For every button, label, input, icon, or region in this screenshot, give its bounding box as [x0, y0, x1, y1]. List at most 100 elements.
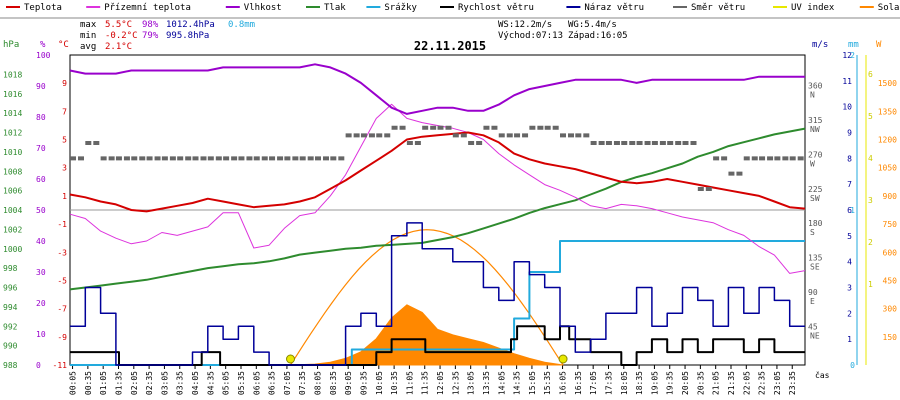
x-tick-32: 16:05 [559, 371, 568, 395]
stat-sunset: Západ:16:05 [568, 31, 628, 41]
x-tick-5: 02:35 [145, 371, 154, 395]
legend-label-2: Vlhkost [244, 3, 282, 13]
hpa-tick-10: 998 [3, 264, 18, 273]
dir-tick-1: 315 [808, 116, 823, 125]
w-tick-8: 300 [883, 305, 898, 314]
dir-tick-label-2: W [810, 159, 815, 168]
legend-label-1: Přízemní teplota [104, 3, 191, 13]
hpa-tick-2: 1014 [3, 109, 22, 118]
x-tick-47: 23:35 [788, 371, 797, 395]
stat-min-press: 995.8hPa [166, 31, 209, 41]
x-tick-8: 04:05 [191, 371, 200, 395]
stat-wg: WG:5.4m/s [568, 20, 617, 30]
stat-ws: WS:12.2m/s [498, 20, 552, 30]
w-tick-0: 1500 [878, 79, 897, 88]
dir-tick-label-7: NE [810, 332, 820, 341]
stat-rain: 0.8mm [228, 20, 255, 30]
x-tick-6: 03:05 [160, 371, 169, 395]
sunset-marker [558, 354, 568, 364]
w-tick-3: 1050 [878, 164, 897, 173]
pct-tick-4: 60 [36, 175, 46, 184]
hpa-tick-14: 990 [3, 342, 18, 351]
hpa-tick-11: 996 [3, 284, 18, 293]
legend-label-0: Teplota [24, 3, 62, 13]
temp-tick-10: -11 [53, 361, 68, 370]
pct-tick-9: 10 [36, 330, 46, 339]
dir-tick-6: 90 [808, 288, 818, 297]
x-tick-23: 11:35 [421, 371, 430, 395]
series-teplota [69, 131, 806, 213]
dir-tick-label-3: SW [810, 194, 820, 203]
x-tick-10: 05:05 [222, 371, 231, 395]
uv-tick-1: 5 [868, 112, 873, 121]
dir-tick-label-6: E [810, 297, 815, 306]
w-tick-6: 600 [883, 248, 898, 257]
uv-tick-4: 2 [868, 238, 873, 247]
legend-label-4: Srážky [384, 3, 417, 13]
dir-tick-label-0: N [810, 90, 815, 99]
x-tick-3: 01:35 [114, 371, 123, 395]
x-tick-2: 01:05 [99, 371, 108, 395]
x-tick-29: 14:35 [513, 371, 522, 395]
x-tick-25: 12:35 [451, 371, 460, 395]
ms-tick-4: 8 [847, 154, 852, 163]
x-tick-36: 18:05 [620, 371, 629, 395]
x-tick-27: 13:35 [482, 371, 491, 395]
dir-tick-3: 225 [808, 185, 823, 194]
legend-label-7: Směr větru [691, 3, 745, 13]
x-tick-16: 08:05 [314, 371, 323, 395]
dir-tick-label-1: NW [810, 125, 820, 134]
ms-tick-2: 10 [842, 103, 852, 112]
pct-tick-10: 0 [36, 361, 41, 370]
w-tick-9: 150 [883, 333, 898, 342]
x-tick-37: 18:35 [635, 371, 644, 395]
axis-ms-unit: m/s [812, 40, 828, 50]
w-tick-1: 1350 [878, 107, 897, 116]
x-tick-38: 19:05 [650, 371, 659, 395]
x-tick-33: 16:35 [574, 371, 583, 395]
hpa-tick-4: 1010 [3, 148, 22, 157]
hpa-tick-5: 1008 [3, 167, 22, 176]
temp-tick-0: 9 [62, 79, 67, 88]
series-rychlost-vetru [70, 325, 805, 366]
w-tick-7: 450 [883, 276, 898, 285]
temp-tick-9: -9 [57, 333, 67, 342]
x-tick-26: 13:05 [467, 371, 476, 395]
w-tick-2: 1200 [878, 136, 897, 145]
dir-tick-0: 360 [808, 81, 823, 90]
temp-tick-8: -7 [57, 305, 67, 314]
legend-label-9: Solar [878, 3, 900, 13]
pct-tick-7: 30 [36, 268, 46, 277]
series-srazky [70, 240, 805, 366]
legend-label-6: Náraz větru [584, 3, 644, 13]
hpa-tick-6: 1006 [3, 187, 22, 196]
hpa-tick-15: 988 [3, 361, 18, 370]
legend-label-5: Rychlost větru [458, 3, 534, 13]
pct-tick-2: 80 [36, 113, 46, 122]
sunrise-marker [286, 354, 295, 364]
x-tick-11: 05:35 [237, 371, 246, 395]
series-prizemni-teplota [69, 103, 806, 274]
x-tick-39: 19:35 [666, 371, 675, 395]
x-tick-13: 06:35 [268, 371, 277, 395]
stat-max-label: max [80, 20, 97, 30]
dir-tick-4: 180 [808, 219, 823, 228]
stat-sunrise: Východ:07:13 [498, 31, 563, 41]
dir-tick-7: 45 [808, 323, 818, 332]
pct-tick-8: 20 [36, 299, 46, 308]
x-tick-15: 07:35 [298, 371, 307, 395]
pct-tick-6: 40 [36, 237, 46, 246]
uv-tick-3: 3 [868, 196, 873, 205]
x-tick-41: 20:35 [696, 371, 705, 395]
x-tick-7: 03:35 [176, 371, 185, 395]
axis-pct-unit: % [40, 40, 46, 50]
ms-tick-1: 11 [842, 77, 852, 86]
mm-tick-0: 2 [850, 51, 855, 60]
legend-label-3: Tlak [324, 3, 346, 13]
pct-tick-5: 50 [36, 206, 46, 215]
x-tick-1: 00:35 [84, 371, 93, 395]
temp-tick-5: -1 [57, 220, 67, 229]
x-tick-12: 06:05 [252, 371, 261, 395]
stat-avg-label: avg [80, 42, 96, 52]
x-tick-19: 09:35 [359, 371, 368, 395]
